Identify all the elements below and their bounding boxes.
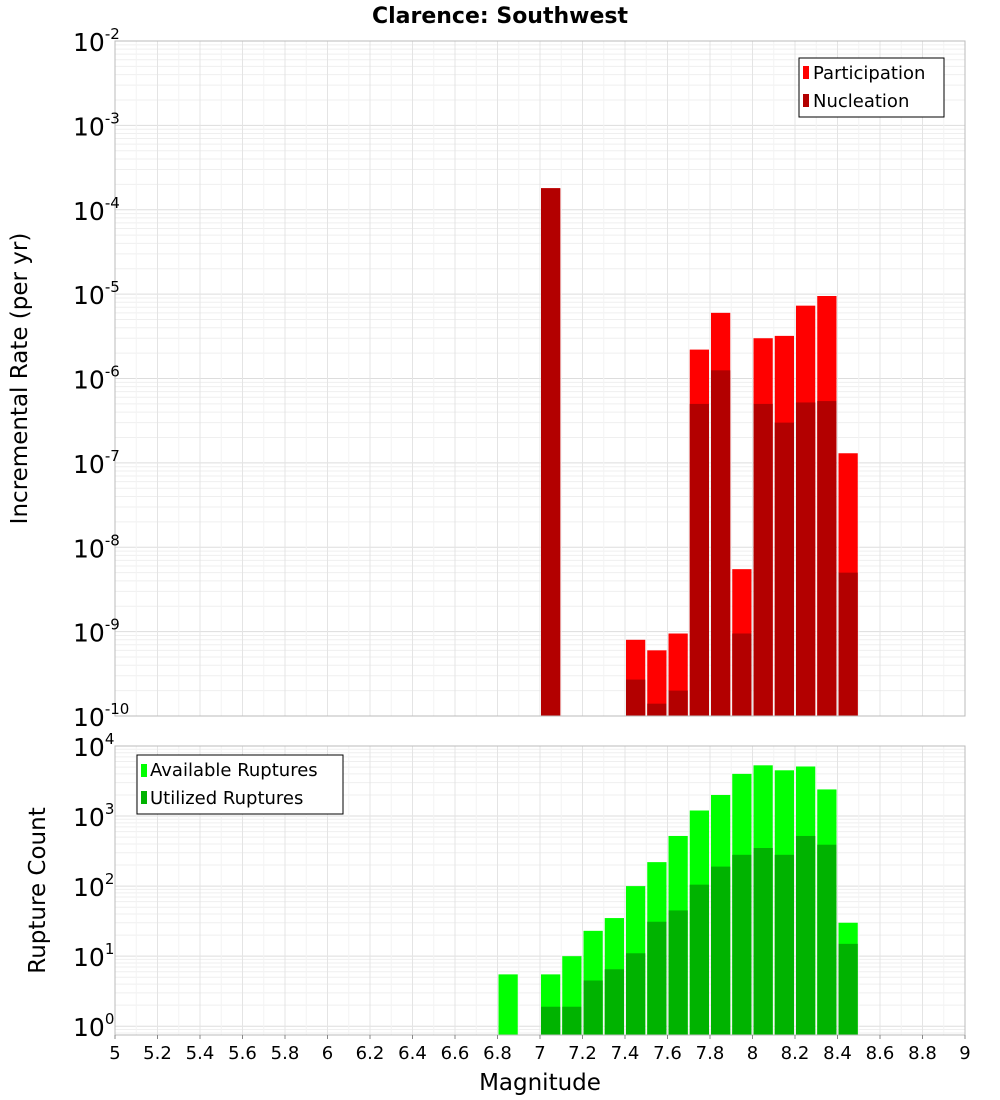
rate-bars bbox=[541, 188, 858, 717]
x-tick-label: 6 bbox=[322, 1043, 333, 1064]
bar-nucleation bbox=[626, 679, 646, 716]
y-tick-label: 10-10 bbox=[73, 700, 129, 732]
y-tick-label: 10-7 bbox=[73, 447, 120, 479]
utilized-ruptures-legend-label: Utilized Ruptures bbox=[150, 788, 303, 809]
bar-utilized-ruptures bbox=[838, 943, 858, 1035]
rate-y-axis-title: Incremental Rate (per yr) bbox=[7, 233, 33, 525]
bar-nucleation bbox=[689, 403, 709, 716]
bar-nucleation bbox=[817, 401, 837, 716]
x-tick-label: 5.2 bbox=[143, 1043, 172, 1064]
rupture-legend: Available Ruptures Utilized Ruptures bbox=[136, 754, 344, 815]
rupture-count-y-ticks: 100 101 102 103 104 bbox=[73, 730, 114, 1042]
rupture-count-y-axis-title: Rupture Count bbox=[25, 807, 51, 973]
rate-legend: Participation Nucleation bbox=[798, 57, 945, 118]
y-tick-label: 10-5 bbox=[73, 278, 120, 310]
y-tick-label: 101 bbox=[73, 940, 114, 972]
bar-utilized-ruptures bbox=[753, 848, 773, 1035]
bar-utilized-ruptures bbox=[817, 844, 837, 1035]
bar-available-ruptures bbox=[498, 974, 518, 1035]
x-tick-label: 7.8 bbox=[696, 1043, 725, 1064]
bar-utilized-ruptures bbox=[732, 854, 752, 1035]
x-tick-label: 5.4 bbox=[186, 1043, 215, 1064]
x-tick-label: 9 bbox=[959, 1043, 970, 1064]
bar-participation bbox=[647, 650, 667, 716]
y-tick-label: 10-3 bbox=[73, 109, 120, 141]
available-ruptures-legend-swatch bbox=[141, 764, 147, 777]
bar-nucleation bbox=[541, 188, 561, 717]
bar-utilized-ruptures bbox=[604, 969, 624, 1035]
y-tick-label: 10-2 bbox=[73, 25, 120, 57]
rate-plot-frame bbox=[114, 40, 966, 717]
x-tick-label: 5.6 bbox=[228, 1043, 257, 1064]
bar-nucleation bbox=[838, 572, 858, 716]
bar-nucleation bbox=[668, 690, 688, 716]
available-ruptures-legend-label: Available Ruptures bbox=[150, 760, 318, 781]
rupture-legend-box bbox=[136, 754, 344, 815]
y-tick-label: 10-9 bbox=[73, 616, 120, 648]
x-tick-label: 6.6 bbox=[441, 1043, 470, 1064]
bar-nucleation bbox=[711, 370, 731, 716]
bar-utilized-ruptures bbox=[689, 884, 709, 1035]
x-tick-label: 7.4 bbox=[611, 1043, 640, 1064]
bar-nucleation bbox=[732, 633, 752, 716]
y-tick-label: 104 bbox=[73, 730, 114, 762]
y-tick-label: 10-6 bbox=[73, 363, 120, 395]
y-tick-label: 10-4 bbox=[73, 194, 120, 226]
x-tick-label: 5 bbox=[109, 1043, 120, 1064]
x-tick-label: 5.8 bbox=[271, 1043, 300, 1064]
nucleation-legend-label: Nucleation bbox=[813, 91, 909, 112]
rate-grid bbox=[115, 41, 965, 717]
bar-utilized-ruptures bbox=[562, 1006, 582, 1035]
participation-legend-label: Participation bbox=[813, 63, 925, 84]
bar-nucleation bbox=[796, 402, 816, 716]
nucleation-legend-swatch bbox=[803, 94, 809, 107]
x-tick-label: 7.6 bbox=[653, 1043, 682, 1064]
x-tick-label: 6.2 bbox=[356, 1043, 385, 1064]
rate-panel: 10-10 10-9 10-8 10-7 10-6 10-5 10-4 10-3 10-2 In… bbox=[7, 25, 966, 732]
rupture-count-panel: 100 101 102 103 104 5 5.2 5.4 5.6 5.8 6 6.2 6.4 6.6 6… bbox=[25, 730, 971, 1096]
bar-nucleation bbox=[647, 703, 667, 716]
y-tick-label: 100 bbox=[73, 1010, 114, 1042]
bar-utilized-ruptures bbox=[668, 910, 688, 1035]
x-tick-label: 7.2 bbox=[568, 1043, 597, 1064]
rate-y-ticks: 10-10 10-9 10-8 10-7 10-6 10-5 10-4 10-3 10-2 bbox=[73, 25, 129, 732]
rupture-count-bars bbox=[498, 765, 858, 1035]
bar-utilized-ruptures bbox=[774, 854, 794, 1035]
bar-utilized-ruptures bbox=[583, 980, 603, 1035]
bar-utilized-ruptures bbox=[711, 866, 731, 1035]
x-tick-label: 6.8 bbox=[483, 1043, 512, 1064]
utilized-ruptures-legend-swatch bbox=[141, 791, 147, 804]
x-axis-title: Magnitude bbox=[479, 1070, 601, 1096]
x-tick-label: 6.4 bbox=[398, 1043, 427, 1064]
x-tick-label: 8.8 bbox=[908, 1043, 937, 1064]
y-tick-label: 103 bbox=[73, 800, 114, 832]
y-tick-label: 102 bbox=[73, 870, 114, 902]
magnitude-x-ticks: 5 5.2 5.4 5.6 5.8 6 6.2 6.4 6.6 6.8 7 7.2 7.4 7.6 7.8 8… bbox=[109, 1035, 971, 1064]
chart-title: Clarence: Southwest bbox=[372, 4, 629, 29]
bar-nucleation bbox=[753, 403, 773, 716]
rate-legend-box bbox=[798, 57, 945, 118]
x-tick-label: 8.6 bbox=[866, 1043, 895, 1064]
bar-utilized-ruptures bbox=[541, 1006, 561, 1035]
y-tick-label: 10-8 bbox=[73, 531, 120, 563]
x-tick-label: 8.2 bbox=[781, 1043, 810, 1064]
bar-utilized-ruptures bbox=[626, 953, 646, 1035]
x-tick-label: 8.4 bbox=[823, 1043, 852, 1064]
x-tick-label: 8 bbox=[747, 1043, 758, 1064]
bar-utilized-ruptures bbox=[647, 921, 667, 1035]
participation-legend-swatch bbox=[803, 66, 809, 79]
bar-utilized-ruptures bbox=[796, 835, 816, 1035]
x-tick-label: 7 bbox=[534, 1043, 545, 1064]
bar-nucleation bbox=[774, 422, 794, 716]
